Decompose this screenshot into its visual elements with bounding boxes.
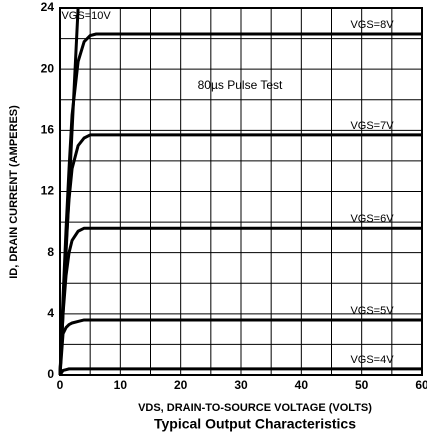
x-axis-label: VDS, DRAIN-TO-SOURCE VOLTAGE (VOLTS) [138, 402, 372, 414]
y-tick-label: 16 [41, 123, 55, 137]
x-tick-label: 50 [355, 378, 369, 392]
curve [58, 133, 422, 376]
x-tick-label: 0 [57, 378, 64, 392]
legend-label: VGS=4V [350, 354, 394, 366]
chart-title: Typical Output Characteristics [154, 416, 356, 432]
y-tick-label: 12 [41, 184, 55, 198]
y-tick-label: 8 [47, 245, 54, 259]
legend-label: VGS=6V [350, 213, 394, 225]
legend-label: VGS=5V [350, 305, 394, 317]
x-tick-label: 10 [114, 378, 128, 392]
annotation: 80µs Pulse Test [198, 78, 283, 92]
y-tick-label: 0 [47, 367, 54, 381]
y-tick-label: 24 [41, 0, 55, 14]
x-tick-label: 40 [295, 378, 309, 392]
legend-label: VGS=8V [350, 19, 394, 31]
x-tick-label: 60 [415, 378, 427, 392]
plot-frame [59, 7, 423, 376]
legend-label: VGS=7V [350, 120, 394, 132]
curve [58, 367, 422, 376]
curve [58, 226, 422, 376]
y-tick-label: 20 [41, 61, 55, 75]
legend-label: VGS=10V [61, 10, 111, 22]
x-tick-label: 30 [234, 378, 248, 392]
y-tick-label: 4 [47, 306, 54, 320]
curve [58, 318, 422, 376]
y-axis-label: ID, DRAIN CURRENT (AMPERES) [8, 105, 20, 279]
x-tick-label: 20 [174, 378, 188, 392]
